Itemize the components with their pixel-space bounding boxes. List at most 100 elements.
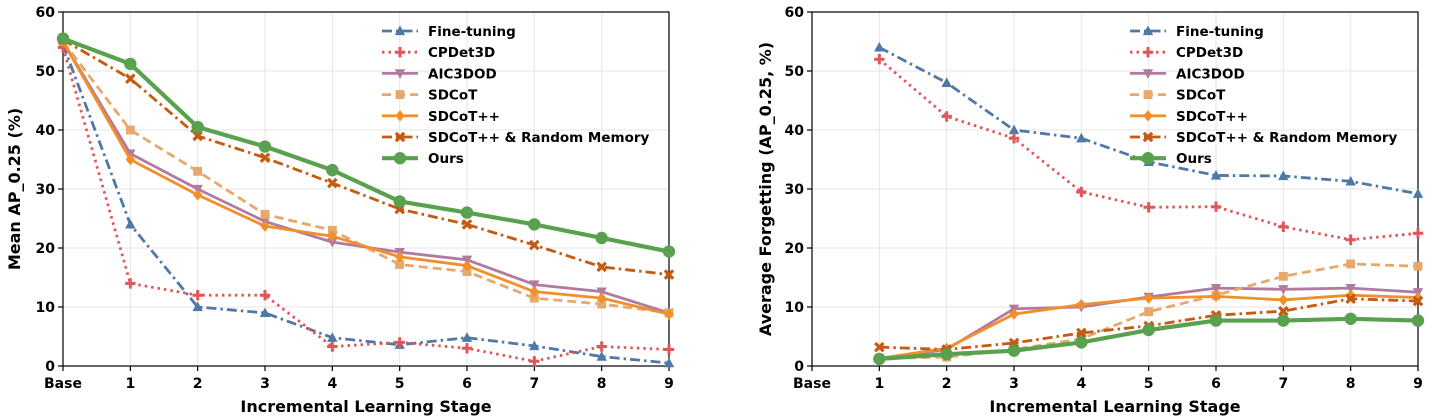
data-point: [1412, 188, 1424, 198]
x-tick-label: Base: [793, 376, 831, 392]
data-point: [874, 54, 885, 65]
x-tick-label: 3: [1009, 376, 1019, 392]
data-point: [1277, 314, 1290, 327]
data-point: [1143, 202, 1154, 213]
right-panel-average-forgetting: 0 10 20 30 40 50 60 Base 1 2 3 4 5 6 7 8 9 Incremental Le…: [756, 5, 1425, 416]
series-line: [60, 36, 672, 254]
data-point: [125, 218, 136, 229]
y-tick-label: 0: [794, 359, 804, 375]
legend-marker: [1142, 47, 1154, 58]
data-point: [1008, 133, 1020, 144]
y-tick-label: 60: [36, 5, 56, 21]
data-point: [1345, 234, 1356, 245]
legend-entry: SDCoT++ & Random Memory: [428, 130, 650, 146]
data-point: [395, 260, 405, 269]
x-tick-label: 5: [395, 376, 405, 392]
x-tick-label: 4: [1076, 376, 1086, 392]
legend-entry: Ours: [1176, 151, 1212, 167]
y-tick-label: 10: [785, 300, 805, 316]
data-point: [529, 293, 539, 303]
data-point: [1346, 259, 1356, 269]
x-tick-label: 1: [874, 376, 884, 392]
data-point: [940, 348, 953, 361]
data-point: [393, 195, 406, 208]
x-tick-label: Base: [44, 376, 82, 392]
data-point: [125, 278, 136, 289]
data-point: [596, 287, 607, 298]
data-point: [529, 340, 540, 351]
data-point: [260, 220, 270, 232]
legend-marker: [393, 152, 407, 165]
y-tick-label: 20: [785, 241, 805, 257]
y-tick-label: 40: [785, 123, 805, 139]
data-point: [874, 341, 885, 353]
data-point: [259, 152, 271, 164]
legend-entry: SDCoT: [428, 88, 478, 104]
data-point: [1076, 186, 1087, 198]
legend-entry: SDCoT++ & Random Memory: [1176, 130, 1398, 146]
legend-marker: [395, 90, 405, 100]
data-point: [125, 73, 136, 84]
data-point: [663, 357, 675, 368]
data-point: [258, 140, 272, 153]
legend-marker: [1143, 90, 1153, 100]
data-point: [1413, 261, 1423, 271]
data-point: [1076, 132, 1087, 143]
data-point: [327, 230, 338, 242]
data-point: [1345, 293, 1356, 305]
data-point: [191, 120, 204, 134]
series-line: [61, 47, 670, 363]
legend-marker: [1142, 69, 1154, 79]
data-point: [462, 259, 472, 272]
data-point: [1210, 201, 1222, 212]
y-tick-label: 20: [36, 241, 56, 257]
x-tick-label: 2: [942, 376, 952, 392]
data-point: [327, 237, 338, 248]
legend-entry: CPDet3D: [1176, 45, 1243, 61]
data-point: [125, 125, 135, 135]
data-point: [1075, 336, 1088, 349]
data-point: [124, 57, 137, 71]
series-line: [61, 40, 670, 315]
legend-entry: Ours: [428, 151, 464, 167]
data-point: [1009, 308, 1019, 320]
data-point: [1007, 344, 1021, 357]
data-point: [192, 189, 203, 201]
data-point: [1210, 169, 1222, 180]
legend-entry: SDCoT++: [428, 109, 500, 125]
legend-entry: Fine-tuning: [1176, 24, 1264, 40]
legend-marker: [394, 25, 406, 36]
data-point: [664, 308, 674, 320]
data-point: [1278, 221, 1289, 232]
right-y-axis-label: Average Forgetting (AP_0.25, %): [756, 42, 775, 336]
data-point: [1076, 298, 1087, 311]
data-point: [1278, 271, 1288, 281]
data-point: [1411, 314, 1425, 327]
data-point: [56, 32, 70, 45]
data-point: [394, 251, 405, 263]
x-tick-label: 8: [1346, 376, 1356, 392]
data-point: [1278, 170, 1289, 181]
x-tick-label: 6: [462, 376, 472, 392]
data-point: [1209, 314, 1223, 327]
series-cpdet3d: [57, 42, 675, 367]
data-point: [597, 299, 607, 309]
data-point: [873, 352, 886, 366]
left-y-axis-label: Mean AP_0.25 (%): [5, 108, 24, 270]
x-tick-label: 1: [125, 376, 135, 392]
data-point: [460, 206, 474, 219]
data-point: [1076, 327, 1087, 339]
data-point: [192, 130, 203, 142]
data-point: [529, 239, 540, 251]
data-point: [461, 332, 473, 342]
y-tick-label: 0: [45, 359, 55, 375]
y-tick-label: 30: [36, 182, 56, 198]
series-line: [62, 38, 670, 276]
x-tick-label: 9: [664, 376, 674, 392]
data-point: [1278, 294, 1289, 306]
left-panel-mean-ap: 0 10 20 30 40 50 60 Base 1 2 3 4 5 6 7 8 9 Incremental Le…: [5, 5, 676, 416]
data-point: [1008, 124, 1020, 135]
legend-marker: [394, 47, 406, 58]
legend-entry: CPDet3D: [428, 45, 495, 61]
